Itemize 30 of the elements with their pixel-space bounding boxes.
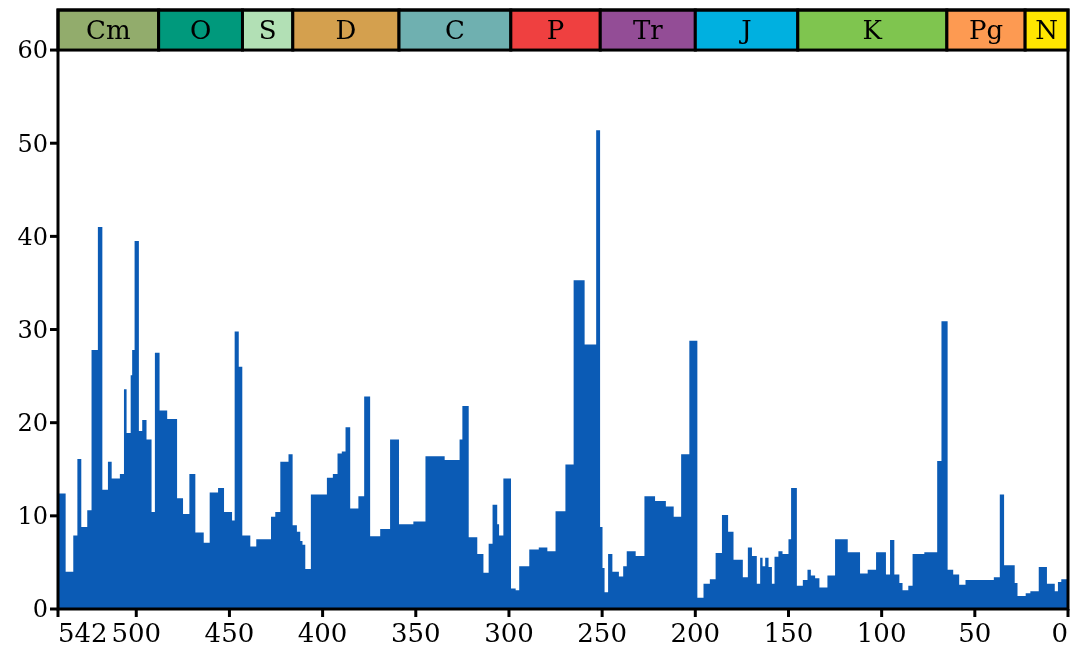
x-tick-label: 450: [204, 618, 255, 648]
x-tick-label: 350: [390, 618, 441, 648]
x-tick-label: 250: [577, 618, 627, 648]
band-label: O: [189, 15, 212, 46]
band-label: S: [258, 15, 277, 46]
y-tick-label: 0: [32, 595, 48, 624]
x-tick-label: 150: [763, 618, 814, 648]
x-tick-label: 50: [958, 618, 992, 648]
y-tick-label: 40: [17, 222, 48, 251]
band-label: D: [335, 15, 357, 46]
y-tick-label: 60: [17, 36, 48, 65]
band-label: C: [444, 15, 465, 46]
band-label: K: [862, 15, 883, 46]
y-tick-label: 50: [17, 129, 48, 158]
y-tick-label: 10: [17, 502, 48, 531]
band-label: J: [738, 15, 752, 46]
x-tick-label: 500: [111, 618, 162, 648]
band-label: P: [546, 15, 565, 46]
y-tick-label: 30: [17, 315, 48, 344]
band-label: Pg: [968, 15, 1004, 46]
x-tick-label: 0: [1051, 618, 1068, 648]
x-tick-label: 542: [58, 618, 108, 648]
x-tick-label: 400: [297, 618, 348, 648]
band-label: Cm: [86, 15, 131, 46]
x-tick-label: 100: [856, 618, 907, 648]
x-tick-label: 200: [670, 618, 721, 648]
band-label: N: [1035, 15, 1058, 46]
x-tick-label: 300: [484, 618, 534, 648]
y-tick-label: 20: [17, 409, 48, 438]
band-label: Tr: [632, 15, 664, 46]
